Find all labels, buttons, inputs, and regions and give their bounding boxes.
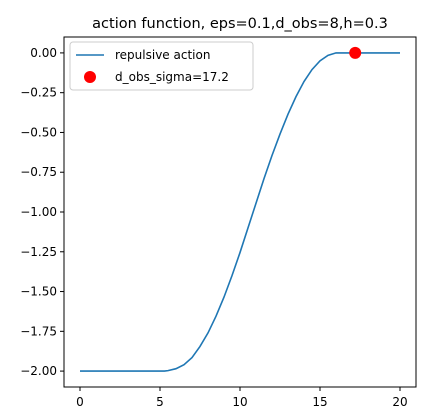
x-tick-label: 20 [392, 395, 407, 409]
y-tick-label: −0.75 [20, 165, 57, 179]
legend: repulsive action d_obs_sigma=17.2 [69, 41, 254, 91]
y-tick-label: −1.25 [20, 245, 57, 259]
y-tick-label: −2.00 [20, 364, 57, 378]
legend-dot-swatch [84, 71, 96, 83]
d-obs-sigma-point [349, 46, 362, 59]
chart-title: action function, eps=0.1,d_obs=8,h=0.3 [92, 16, 388, 32]
x-tick-label: 10 [232, 395, 247, 409]
x-tick-label: 0 [76, 395, 84, 409]
y-axis: 0.00 −0.25 −0.50 −0.75 −1.00 −1.25 −1.50 −1.75 −… [20, 46, 64, 378]
y-tick-label: −1.75 [20, 324, 57, 338]
legend-label-repulsive-action: repulsive action [115, 48, 210, 62]
x-tick-label: 5 [156, 395, 164, 409]
y-tick-label: −1.00 [20, 205, 57, 219]
y-tick-label: −0.50 [20, 125, 57, 139]
x-axis: 0 5 10 15 20 [76, 387, 408, 409]
x-tick-label: 15 [312, 395, 327, 409]
legend-label-d-obs-sigma: d_obs_sigma=17.2 [115, 70, 229, 84]
y-tick-label: 0.00 [30, 46, 57, 60]
legend-box [69, 41, 254, 91]
y-tick-label: −0.25 [20, 86, 57, 100]
y-tick-label: −1.50 [20, 285, 57, 299]
repulsive-action-line [80, 52, 400, 372]
